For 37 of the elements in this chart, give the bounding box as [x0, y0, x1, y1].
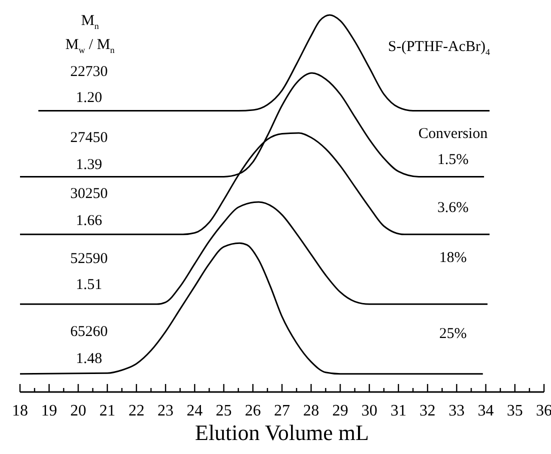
annotation: Conversion	[418, 126, 488, 142]
annotation: 25%	[439, 326, 467, 342]
annotation: 1.20	[76, 90, 102, 106]
x-tick-label: 33	[448, 402, 465, 420]
x-axis-title: Elution Volume mL	[195, 420, 369, 445]
annotation: M$_{w}$ / M$_{n}$	[65, 37, 116, 56]
annotation: 3.6%	[437, 200, 469, 216]
x-tick-label: 35	[506, 402, 523, 420]
annotation: 1.51	[76, 277, 102, 294]
x-tick-label: 19	[41, 402, 58, 420]
x-tick-label: 28	[303, 402, 320, 420]
annotation: M$_{n}$	[81, 13, 100, 32]
x-tick-label: 24	[186, 402, 203, 420]
x-tick-label: 22	[128, 402, 144, 420]
x-tick-label: 31	[390, 402, 406, 420]
x-tick-label: 26	[244, 402, 261, 420]
annotation: 18%	[439, 250, 467, 266]
annotation: 22730	[70, 64, 108, 80]
x-tick-label: 18	[12, 402, 28, 420]
x-tick-label: 27	[274, 402, 290, 420]
x-tick-label: 23	[158, 402, 174, 420]
x-tick-label: 20	[70, 402, 86, 420]
annotation: 27450	[70, 130, 108, 146]
annotation: 52590	[70, 251, 108, 268]
x-tick-label: 34	[478, 402, 494, 420]
x-tick-label: 25	[216, 402, 232, 420]
annotation: 1.5%	[437, 152, 469, 168]
annotation: 65260	[70, 324, 108, 340]
annotation: 1.66	[76, 213, 103, 230]
annotation: S-(PTHF-AcBr)$_{4}$	[388, 39, 490, 58]
annotation: 1.48	[76, 351, 102, 368]
x-tick-label: 30	[361, 402, 378, 420]
annotation: 30250	[70, 186, 108, 202]
x-tick-label: 21	[99, 402, 116, 420]
x-tick-label: 29	[332, 402, 348, 420]
annotation: 1.39	[76, 157, 102, 174]
x-tick-label: 32	[420, 402, 436, 420]
